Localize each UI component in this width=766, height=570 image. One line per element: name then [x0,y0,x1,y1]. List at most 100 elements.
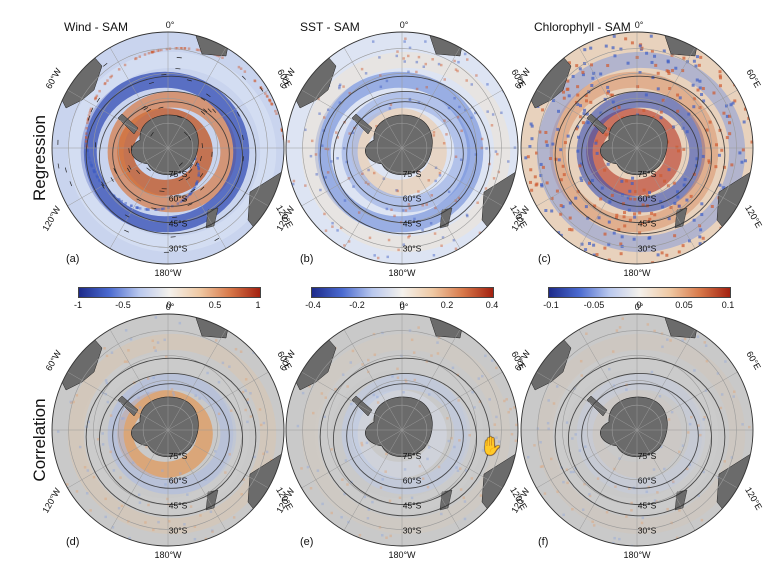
field-pixel [611,350,615,353]
wind-vector-arrow [178,178,184,182]
field-pixel [270,102,274,106]
field-pixel [147,503,150,507]
field-pixel [336,229,339,232]
field-pixel [96,437,100,441]
field-pixel [93,170,96,174]
field-pixel [122,417,125,420]
field-pixel [146,391,150,395]
field-pixel [538,130,542,134]
wind-vector-arrow [199,156,202,162]
field-pixel [336,157,339,160]
field-pixel [692,105,696,109]
longitude-label-60e: 60°E [744,350,762,372]
field-pixel [206,371,209,375]
field-pixel [445,133,448,136]
field-pixel [310,139,314,143]
field-pixel [324,176,327,179]
colorbar-tick: -0.4 [305,300,321,310]
colorbar-tick: 0.1 [721,300,735,310]
field-pixel [317,97,320,101]
field-pixel [671,480,675,483]
field-pixel [152,376,155,379]
field-pixel [699,228,703,232]
polar-map-panel-4 [51,313,285,547]
field-pixel [170,388,174,391]
field-pixel [275,112,278,115]
field-pixel [626,61,630,65]
field-pixel [195,181,199,185]
field-pixel [625,179,629,183]
field-pixel [69,400,72,404]
field-pixel [589,100,593,104]
field-pixel [197,167,201,171]
panel-letter: (a) [66,253,79,265]
wind-vector-arrow [242,134,244,140]
field-pixel [379,486,383,489]
field-pixel [676,109,680,113]
field-pixel [358,533,362,537]
field-pixel [280,129,284,132]
field-pixel [677,250,681,254]
field-pixel [533,444,536,447]
field-pixel [650,370,654,374]
field-pixel [624,37,628,41]
field-pixel [367,182,370,186]
wind-vector-arrow [126,167,131,173]
field-pixel [612,231,616,235]
field-pixel [372,171,376,175]
map-border [51,313,285,547]
field-pixel [87,155,91,159]
field-pixel [587,181,591,185]
anomaly-band [536,333,746,535]
front-contour [98,90,244,224]
field-pixel [490,124,494,127]
field-pixel [93,170,96,174]
field-pixel [304,184,307,187]
wind-vector-arrow [57,163,60,169]
colorbar-tick: -1 [73,300,83,310]
anomaly-band [80,71,250,233]
field-pixel [588,493,591,496]
field-pixel [603,246,607,250]
field-pixel [193,186,196,190]
field-pixel [677,204,681,208]
field-pixel [173,480,176,483]
field-pixel [588,241,592,245]
field-pixel [454,68,458,71]
colorbar-wind [78,287,261,298]
field-pixel [172,393,176,397]
field-pixel [645,490,649,494]
field-pixel [418,464,422,468]
field-pixel [104,81,107,85]
field-pixel [568,216,572,220]
field-pixel [599,72,603,76]
field-pixel [402,57,405,60]
longitude-line [636,47,696,149]
field-pixel [576,102,580,106]
field-pixel [468,433,471,437]
field-pixel [98,89,101,93]
field-pixel [144,208,147,211]
field-pixel [321,144,324,147]
field-pixel [470,477,474,480]
field-pixel [599,111,603,115]
latitude-label: 60°S [638,476,657,486]
anomaly-band [536,51,746,253]
field-pixel [470,83,474,86]
field-pixel [93,97,97,101]
field-pixel [546,421,550,425]
field-pixel [583,482,586,486]
field-pixel [379,85,383,89]
field-pixel [385,207,389,211]
field-pixel [94,96,97,100]
field-pixel [561,205,565,209]
longitude-line [636,371,738,431]
field-pixel [89,162,93,166]
field-pixel [430,354,433,357]
longitude-label-120e: 120°E [743,485,764,511]
field-pixel [615,329,619,332]
field-pixel [457,399,460,402]
field-pixel [574,196,578,200]
field-pixel [669,339,672,342]
